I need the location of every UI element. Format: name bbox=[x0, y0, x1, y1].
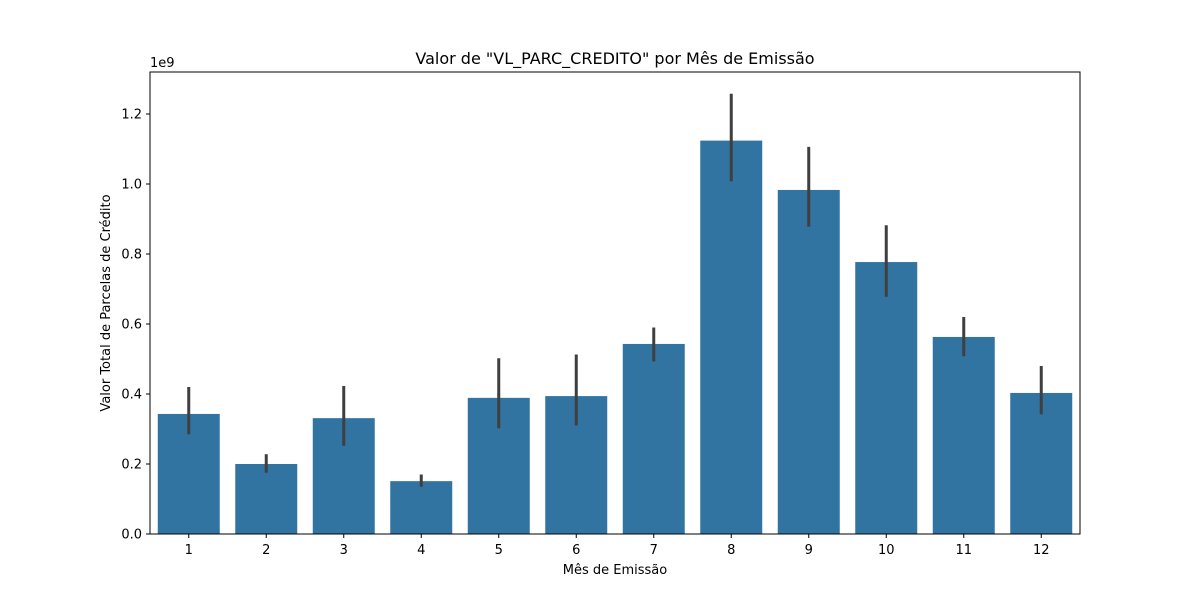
x-tick-label: 9 bbox=[805, 543, 813, 558]
x-tick-label: 4 bbox=[417, 543, 425, 558]
bar-4 bbox=[390, 481, 453, 534]
bar-9 bbox=[777, 189, 840, 534]
x-tick-label: 10 bbox=[878, 543, 895, 558]
y-tick-label: 0.4 bbox=[121, 388, 142, 403]
bar-10 bbox=[855, 262, 918, 534]
chart-title: Valor de "VL_PARC_CREDITO" por Mês de Em… bbox=[415, 49, 814, 69]
y-tick-label: 0.8 bbox=[121, 248, 142, 263]
x-tick-label: 2 bbox=[262, 543, 270, 558]
x-tick-label: 6 bbox=[572, 543, 580, 558]
x-tick-label: 7 bbox=[650, 543, 658, 558]
y-tick-label: 1.2 bbox=[121, 108, 142, 123]
x-tick-label: 8 bbox=[727, 543, 735, 558]
bar-11 bbox=[932, 336, 995, 534]
y-tick-label: 0.2 bbox=[121, 458, 142, 473]
x-axis: 1 2 3 4 5 6 7 8 9 10 11 12 bbox=[185, 534, 1050, 558]
y-axis-label: Valor Total de Parcelas de Crédito bbox=[99, 194, 114, 411]
y-tick-label: 0.0 bbox=[121, 528, 142, 543]
plot-frame bbox=[149, 71, 1081, 535]
y-scale-note: 1e9 bbox=[150, 56, 175, 71]
bar-7 bbox=[622, 343, 685, 534]
bar-2 bbox=[235, 464, 298, 534]
x-tick-label: 11 bbox=[955, 543, 972, 558]
y-axis: 0.0 0.2 0.4 0.6 0.8 1.0 1.2 bbox=[121, 108, 150, 543]
x-tick-label: 3 bbox=[340, 543, 348, 558]
bars-group bbox=[157, 140, 1073, 534]
y-tick-label: 1.0 bbox=[121, 178, 142, 193]
x-axis-label: Mês de Emissão bbox=[563, 563, 668, 578]
x-tick-label: 12 bbox=[1033, 543, 1050, 558]
bar-12 bbox=[1010, 392, 1073, 534]
errorbars-group bbox=[187, 93, 1043, 487]
x-tick-label: 5 bbox=[495, 543, 503, 558]
x-tick-label: 1 bbox=[185, 543, 193, 558]
bar-8 bbox=[700, 140, 763, 534]
y-tick-label: 0.6 bbox=[121, 318, 142, 333]
